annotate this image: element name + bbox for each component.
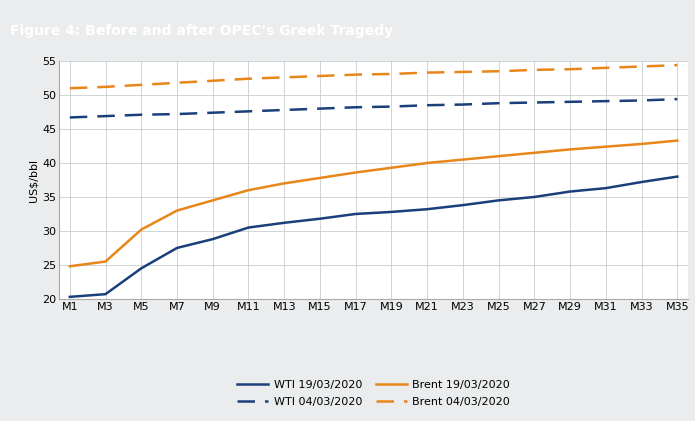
Brent 19/03/2020: [566, 147, 574, 152]
Brent 19/03/2020: [173, 208, 181, 213]
Brent 19/03/2020: [530, 150, 539, 155]
Brent 19/03/2020: [316, 176, 324, 181]
Text: Figure 4: Before and after OPEC's Greek Tragedy: Figure 4: Before and after OPEC's Greek …: [10, 24, 393, 38]
WTI 04/03/2020: [137, 112, 145, 117]
Brent 04/03/2020: [673, 63, 682, 68]
Brent 19/03/2020: [245, 188, 253, 193]
WTI 04/03/2020: [65, 115, 74, 120]
WTI 04/03/2020: [494, 101, 502, 106]
WTI 04/03/2020: [101, 114, 110, 119]
WTI 04/03/2020: [530, 100, 539, 105]
WTI 19/03/2020: [387, 209, 395, 214]
Brent 04/03/2020: [208, 78, 217, 83]
WTI 04/03/2020: [316, 106, 324, 111]
WTI 04/03/2020: [245, 109, 253, 114]
Brent 04/03/2020: [173, 80, 181, 85]
Brent 19/03/2020: [637, 141, 646, 147]
Brent 19/03/2020: [137, 227, 145, 232]
WTI 04/03/2020: [566, 99, 574, 104]
Brent 19/03/2020: [208, 198, 217, 203]
Brent 19/03/2020: [423, 160, 432, 165]
Brent 04/03/2020: [494, 69, 502, 74]
WTI 19/03/2020: [352, 211, 360, 216]
WTI 04/03/2020: [352, 105, 360, 110]
Brent 19/03/2020: [602, 144, 610, 149]
WTI 19/03/2020: [673, 174, 682, 179]
Brent 04/03/2020: [423, 70, 432, 75]
Legend: WTI 19/03/2020, WTI 04/03/2020, Brent 19/03/2020, Brent 04/03/2020: WTI 19/03/2020, WTI 04/03/2020, Brent 19…: [231, 375, 516, 412]
WTI 19/03/2020: [637, 179, 646, 184]
WTI 19/03/2020: [566, 189, 574, 194]
WTI 19/03/2020: [423, 207, 432, 212]
Brent 04/03/2020: [602, 65, 610, 70]
Line: Brent 19/03/2020: Brent 19/03/2020: [70, 141, 678, 266]
WTI 04/03/2020: [637, 98, 646, 103]
WTI 19/03/2020: [173, 245, 181, 250]
Y-axis label: US$/bbl: US$/bbl: [28, 158, 38, 202]
WTI 19/03/2020: [208, 237, 217, 242]
Brent 19/03/2020: [673, 138, 682, 143]
WTI 19/03/2020: [245, 225, 253, 230]
WTI 19/03/2020: [101, 292, 110, 297]
WTI 19/03/2020: [280, 220, 288, 225]
Brent 04/03/2020: [566, 67, 574, 72]
WTI 19/03/2020: [137, 266, 145, 271]
Brent 04/03/2020: [101, 84, 110, 89]
WTI 04/03/2020: [459, 102, 467, 107]
WTI 19/03/2020: [459, 203, 467, 208]
Brent 04/03/2020: [245, 76, 253, 81]
Brent 19/03/2020: [65, 264, 74, 269]
Brent 04/03/2020: [316, 74, 324, 79]
Brent 19/03/2020: [101, 259, 110, 264]
Brent 04/03/2020: [387, 72, 395, 77]
WTI 04/03/2020: [602, 99, 610, 104]
WTI 04/03/2020: [673, 96, 682, 101]
Brent 04/03/2020: [137, 83, 145, 88]
Line: WTI 04/03/2020: WTI 04/03/2020: [70, 99, 678, 117]
Brent 19/03/2020: [494, 154, 502, 159]
Brent 19/03/2020: [280, 181, 288, 186]
Brent 04/03/2020: [530, 67, 539, 72]
Brent 04/03/2020: [352, 72, 360, 77]
Line: Brent 04/03/2020: Brent 04/03/2020: [70, 65, 678, 88]
WTI 19/03/2020: [65, 294, 74, 299]
WTI 19/03/2020: [602, 186, 610, 191]
Line: WTI 19/03/2020: WTI 19/03/2020: [70, 176, 678, 297]
Brent 19/03/2020: [387, 165, 395, 170]
WTI 19/03/2020: [316, 216, 324, 221]
Brent 19/03/2020: [352, 170, 360, 175]
Brent 04/03/2020: [65, 86, 74, 91]
WTI 04/03/2020: [280, 107, 288, 112]
Brent 04/03/2020: [637, 64, 646, 69]
WTI 04/03/2020: [208, 110, 217, 115]
WTI 04/03/2020: [387, 104, 395, 109]
Brent 04/03/2020: [459, 69, 467, 75]
Brent 04/03/2020: [280, 75, 288, 80]
WTI 04/03/2020: [173, 112, 181, 117]
WTI 04/03/2020: [423, 103, 432, 108]
WTI 19/03/2020: [530, 195, 539, 200]
WTI 19/03/2020: [494, 198, 502, 203]
Brent 19/03/2020: [459, 157, 467, 162]
